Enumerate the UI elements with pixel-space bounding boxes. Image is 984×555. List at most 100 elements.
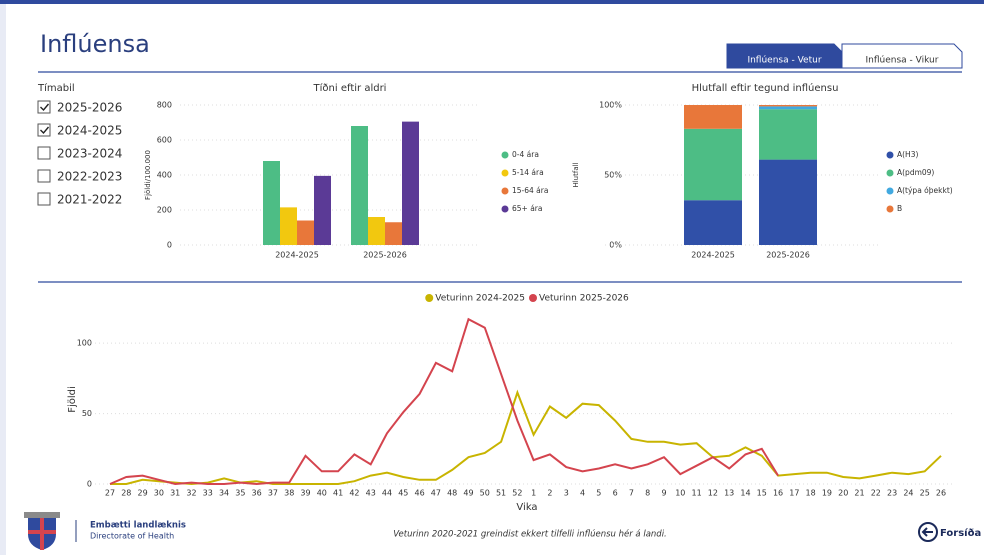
filter-option[interactable]: 2024-2025 bbox=[57, 124, 122, 138]
org-name: Embætti landlæknis bbox=[90, 521, 186, 531]
legend-label: Veturinn 2024-2025 bbox=[435, 294, 525, 304]
checkbox[interactable] bbox=[37, 123, 51, 137]
bar bbox=[263, 161, 280, 245]
legend-label: A(týpa óþekkt) bbox=[897, 186, 953, 195]
x-tick-label: 13 bbox=[724, 489, 734, 498]
x-tick-label: 2025-2026 bbox=[363, 251, 407, 260]
x-tick-label: 35 bbox=[235, 489, 245, 498]
legend-marker bbox=[501, 205, 509, 213]
x-tick-label: 26 bbox=[936, 489, 946, 498]
y-tick-label: 100 bbox=[77, 339, 92, 348]
bar bbox=[385, 222, 402, 245]
legend-marker bbox=[886, 187, 894, 195]
legend-label: Veturinn 2025-2026 bbox=[539, 294, 629, 304]
legend-marker bbox=[886, 169, 894, 177]
x-tick-label: 34 bbox=[219, 489, 229, 498]
x-tick-label: 1 bbox=[531, 489, 536, 498]
legend-marker bbox=[501, 187, 509, 195]
x-tick-label: 21 bbox=[854, 489, 864, 498]
bar-segment bbox=[684, 105, 742, 129]
footer-note: Veturinn 2020-2021 greindist ekkert tilf… bbox=[393, 529, 667, 540]
bar bbox=[368, 217, 385, 245]
x-tick-label: 47 bbox=[431, 489, 441, 498]
x-tick-label: 41 bbox=[333, 489, 343, 498]
x-tick-label: 39 bbox=[300, 489, 310, 498]
tab[interactable] bbox=[726, 43, 843, 69]
legend-marker bbox=[529, 294, 537, 302]
tab-label[interactable]: Inflúensa - Vetur bbox=[747, 56, 821, 66]
checkbox[interactable] bbox=[37, 100, 51, 114]
y-tick-label: 400 bbox=[157, 171, 172, 180]
y-axis-label: Fjöldi bbox=[67, 386, 78, 413]
x-tick-label: 48 bbox=[447, 489, 457, 498]
x-tick-label: 27 bbox=[105, 489, 115, 498]
y-axis-label: Hlutfall bbox=[572, 162, 580, 187]
x-tick-label: 2024-2025 bbox=[691, 251, 735, 260]
y-tick-label: 800 bbox=[157, 101, 172, 110]
x-tick-label: 10 bbox=[675, 489, 685, 498]
legend-marker bbox=[425, 294, 434, 302]
tab[interactable] bbox=[841, 43, 963, 69]
x-tick-label: 24 bbox=[903, 489, 913, 498]
x-tick-label: 33 bbox=[203, 489, 213, 498]
x-tick-label: 30 bbox=[154, 489, 164, 498]
y-tick-label: 0 bbox=[167, 241, 172, 250]
chart-title: Tíðni eftir aldri bbox=[313, 82, 387, 94]
x-tick-label: 2025-2026 bbox=[766, 251, 810, 260]
logo bbox=[24, 512, 60, 550]
y-tick-label: 0 bbox=[87, 480, 92, 489]
legend-marker bbox=[886, 205, 894, 213]
x-tick-label: 37 bbox=[268, 489, 278, 498]
filter-option[interactable]: 2022-2023 bbox=[57, 170, 122, 184]
x-tick-label: 44 bbox=[382, 489, 392, 498]
x-tick-label: 43 bbox=[366, 489, 376, 498]
checkmark[interactable] bbox=[40, 126, 50, 135]
legend-label: 65+ ára bbox=[512, 204, 543, 213]
y-tick-label: 100% bbox=[599, 101, 622, 110]
x-tick-label: 52 bbox=[512, 489, 522, 498]
x-axis-label: Vika bbox=[516, 502, 537, 513]
org-subtitle: Directorate of Health bbox=[90, 532, 174, 541]
x-tick-label: 7 bbox=[629, 489, 634, 498]
filter-option[interactable]: 2023-2024 bbox=[57, 147, 122, 161]
x-tick-label: 22 bbox=[871, 489, 881, 498]
x-tick-label: 49 bbox=[463, 489, 473, 498]
legend-marker bbox=[501, 169, 509, 177]
bar-segment bbox=[759, 105, 817, 107]
y-tick-label: 200 bbox=[157, 206, 172, 215]
x-tick-label: 6 bbox=[613, 489, 618, 498]
tab-label[interactable]: Inflúensa - Vikur bbox=[866, 56, 939, 66]
home-button[interactable]: Forsíða bbox=[918, 522, 981, 542]
filter-option[interactable]: 2021-2022 bbox=[57, 193, 122, 207]
x-tick-label: 29 bbox=[137, 489, 147, 498]
y-tick-label: 50 bbox=[82, 409, 92, 418]
legend-label: A(H3) bbox=[897, 150, 918, 159]
bar bbox=[351, 126, 368, 245]
bar-segment bbox=[684, 128, 742, 201]
x-tick-label: 38 bbox=[284, 489, 294, 498]
checkbox[interactable] bbox=[37, 169, 51, 183]
x-tick-label: 3 bbox=[564, 489, 569, 498]
checkmark[interactable] bbox=[40, 103, 50, 112]
x-tick-label: 17 bbox=[789, 489, 799, 498]
x-tick-label: 19 bbox=[822, 489, 832, 498]
x-tick-label: 16 bbox=[773, 489, 783, 498]
line-series bbox=[109, 317, 779, 486]
x-tick-label: 23 bbox=[887, 489, 897, 498]
legend-marker bbox=[501, 151, 509, 159]
home-label[interactable]: Forsíða bbox=[940, 527, 981, 539]
x-tick-label: 15 bbox=[757, 489, 767, 498]
legend-label: 0-4 ára bbox=[512, 150, 539, 159]
bar-segment bbox=[759, 106, 817, 110]
page-title: Inflúensa bbox=[40, 30, 150, 58]
bar bbox=[314, 175, 331, 245]
x-tick-label: 46 bbox=[414, 489, 424, 498]
x-tick-label: 36 bbox=[252, 489, 262, 498]
bar-segment bbox=[684, 200, 742, 245]
line-series bbox=[110, 389, 942, 486]
y-tick-label: 0% bbox=[609, 241, 622, 250]
checkbox[interactable] bbox=[37, 192, 51, 206]
x-tick-label: 12 bbox=[708, 489, 718, 498]
checkbox[interactable] bbox=[37, 146, 51, 160]
filter-option[interactable]: 2025-2026 bbox=[57, 101, 122, 115]
